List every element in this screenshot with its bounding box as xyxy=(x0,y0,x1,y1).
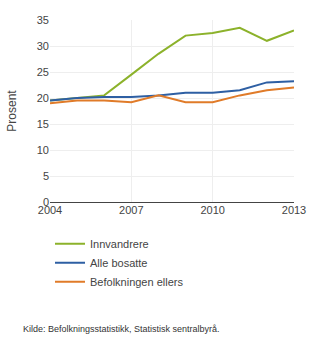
svg-text:20: 20 xyxy=(37,92,49,104)
svg-text:Kilde: Befolkningsstatistikk,: Kilde: Befolkningsstatistikk, Statistisk… xyxy=(23,324,220,334)
svg-text:2013: 2013 xyxy=(282,204,306,216)
svg-text:15: 15 xyxy=(37,118,49,130)
svg-text:Befolkningen ellers: Befolkningen ellers xyxy=(90,276,183,288)
svg-text:0: 0 xyxy=(43,196,49,208)
svg-text:30: 30 xyxy=(37,40,49,52)
svg-text:25: 25 xyxy=(37,66,49,78)
svg-text:2010: 2010 xyxy=(200,204,224,216)
svg-text:10: 10 xyxy=(37,144,49,156)
svg-text:35: 35 xyxy=(37,14,49,26)
svg-text:2007: 2007 xyxy=(119,204,143,216)
svg-text:Prosent: Prosent xyxy=(5,90,19,132)
svg-text:Innvandrere: Innvandrere xyxy=(90,238,149,250)
svg-text:2004: 2004 xyxy=(38,204,62,216)
svg-text:5: 5 xyxy=(43,170,49,182)
svg-text:Alle bosatte: Alle bosatte xyxy=(90,257,147,269)
